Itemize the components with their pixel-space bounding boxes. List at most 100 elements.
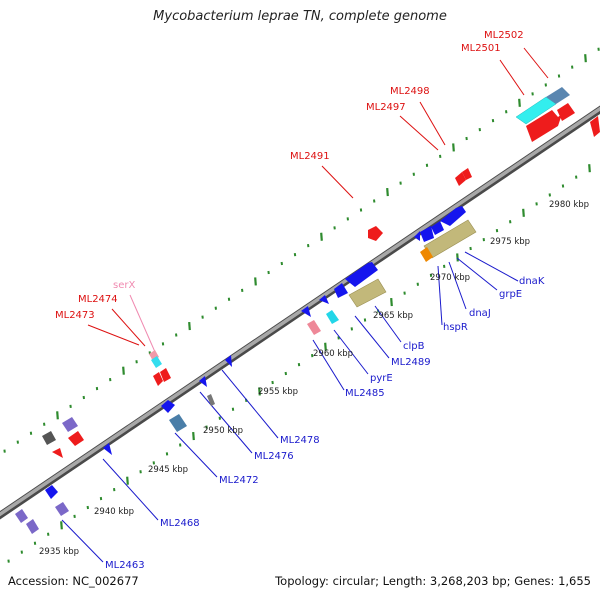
- connector-line: [456, 257, 498, 291]
- gene-tan2[interactable]: [348, 278, 387, 308]
- connector-line: [523, 47, 549, 79]
- gene-ML2498-arrow[interactable]: [462, 168, 472, 180]
- gene-dnaK-arrow[interactable]: [440, 206, 466, 226]
- connector-line: [87, 324, 140, 346]
- upper-tick: [452, 143, 455, 152]
- scale-label: 2945 kbp: [148, 465, 188, 475]
- lower-tick: [126, 476, 129, 485]
- connector-line: [354, 315, 390, 359]
- scale-label: 2940 kbp: [94, 507, 134, 517]
- gene-ML2478-arrow[interactable]: [225, 355, 232, 367]
- gene-label-ML2485[interactable]: ML2485: [345, 388, 385, 399]
- gene-orange1[interactable]: [420, 247, 433, 262]
- gene-label-grpE[interactable]: grpE: [499, 289, 522, 300]
- genome-backbone: [0, 105, 600, 520]
- gene-label-ML2497[interactable]: ML2497: [366, 102, 406, 113]
- gene-pink1[interactable]: [307, 320, 321, 335]
- upper-tick: [254, 277, 257, 286]
- gene-blue-left[interactable]: [45, 485, 58, 499]
- gene-ML2473-arrow[interactable]: [160, 368, 171, 382]
- gene-pyrE-arrow[interactable]: [319, 295, 329, 304]
- lower-tick: [588, 164, 591, 173]
- connector-line: [221, 369, 279, 439]
- gene-label-serX[interactable]: serX: [113, 280, 135, 291]
- gene-ML2474-arrow[interactable]: [153, 372, 163, 386]
- scale-labels: 2935 kbp 2940 kbp 2945 kbp 2950 kbp 2955 kbp…: [39, 200, 589, 557]
- connector-line: [199, 391, 253, 454]
- connector-line: [499, 59, 525, 96]
- gene-labels: ML2502 ML2501 ML2498 ML2497 ML2491 serX ML2474…: [55, 30, 545, 571]
- gene-steelblue1[interactable]: [169, 414, 187, 432]
- gene-label-ML2468[interactable]: ML2468: [160, 518, 200, 529]
- gene-label-ML2502[interactable]: ML2502: [484, 30, 524, 41]
- gene-ML2502-red-arrow[interactable]: [557, 103, 575, 121]
- gene-violet4[interactable]: [26, 519, 39, 534]
- scale-label: 2960 kbp: [313, 349, 353, 359]
- gene-hspR-arrow[interactable]: [414, 231, 420, 241]
- lower-tick: [390, 298, 393, 307]
- lower-tick: [456, 253, 459, 262]
- connector-line: [333, 329, 369, 375]
- gene-label-ML2463[interactable]: ML2463: [105, 560, 145, 571]
- gene-ML2489-arrow[interactable]: [334, 283, 348, 298]
- gene-red-small[interactable]: [52, 448, 63, 458]
- connector-line: [374, 305, 402, 343]
- label-connectors: [61, 47, 549, 563]
- connector-line: [321, 165, 354, 199]
- gene-label-ML2476[interactable]: ML2476: [254, 451, 294, 462]
- connector-line: [437, 265, 443, 326]
- scale-label: 2935 kbp: [39, 547, 79, 557]
- gene-label-ML2473[interactable]: ML2473: [55, 310, 95, 321]
- gene-label-pyrE[interactable]: pyrE: [370, 373, 393, 384]
- lower-tick: [522, 208, 525, 217]
- upper-track-ticks: [3, 47, 600, 453]
- upper-tick: [386, 188, 389, 197]
- gene-clpB-arrow[interactable]: [345, 262, 378, 287]
- gene-ML2497-arrow[interactable]: [455, 172, 466, 186]
- upper-tick: [320, 232, 323, 241]
- gene-label-hspR[interactable]: hspR: [443, 322, 468, 333]
- gene-label-ML2491[interactable]: ML2491: [290, 151, 330, 162]
- gene-ML2485-arrow[interactable]: [301, 306, 311, 317]
- upper-tick: [584, 54, 587, 63]
- gene-features: [15, 87, 600, 534]
- gene-violet1[interactable]: [62, 417, 78, 432]
- gene-darkgrey1[interactable]: [42, 431, 56, 445]
- gene-label-dnaK[interactable]: dnaK: [519, 276, 545, 287]
- gene-label-ML2472[interactable]: ML2472: [219, 475, 259, 486]
- gene-violet3[interactable]: [15, 509, 28, 523]
- lower-tick: [60, 521, 63, 530]
- connector-line: [464, 251, 519, 282]
- gene-ML2502-arrow[interactable]: [546, 87, 570, 104]
- gene-label-ML2474[interactable]: ML2474: [78, 294, 118, 305]
- connector-line: [102, 458, 159, 521]
- gene-ML2472-arrow[interactable]: [161, 400, 175, 413]
- upper-tick: [188, 321, 191, 331]
- gene-ML2476-arrow[interactable]: [199, 376, 207, 387]
- gene-ML2474-box[interactable]: [151, 356, 162, 368]
- upper-tick: [518, 98, 521, 107]
- gene-label-ML2489[interactable]: ML2489: [391, 357, 431, 368]
- gene-cyan1[interactable]: [326, 310, 339, 324]
- lower-tick: [192, 431, 195, 441]
- gene-label-ML2501[interactable]: ML2501: [461, 43, 501, 54]
- gene-grey1[interactable]: [207, 394, 215, 406]
- connector-line: [312, 339, 345, 391]
- gene-ML2503-red-arrow[interactable]: [590, 116, 600, 137]
- connector-line: [399, 115, 439, 151]
- gene-label-clpB[interactable]: clpB: [403, 341, 425, 352]
- gene-label-dnaJ[interactable]: dnaJ: [469, 308, 491, 319]
- gene-label-ML2498[interactable]: ML2498: [390, 86, 430, 97]
- scale-label: 2970 kbp: [430, 273, 470, 283]
- gene-ML2491-arrow[interactable]: [368, 226, 383, 241]
- gene-violet2[interactable]: [55, 502, 69, 516]
- gene-label-ML2478[interactable]: ML2478: [280, 435, 320, 446]
- gene-ML2501-red-arrow[interactable]: [526, 110, 562, 142]
- gene-grpE-arrow[interactable]: [431, 221, 444, 235]
- scale-label: 2975 kbp: [490, 237, 530, 247]
- gene-dnaJ-arrow[interactable]: [420, 226, 434, 242]
- map-title: Mycobacterium leprae TN, complete genome: [153, 9, 447, 24]
- gene-ML2468-arrow[interactable]: [103, 443, 112, 455]
- gene-red-left[interactable]: [68, 431, 84, 446]
